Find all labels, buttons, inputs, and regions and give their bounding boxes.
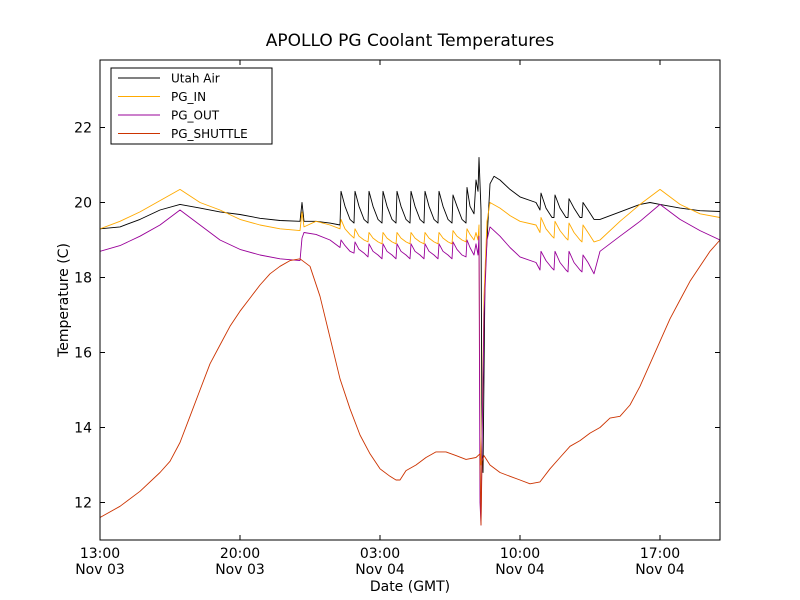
x-tick-sublabel: Nov 03	[215, 562, 265, 578]
legend-label: PG_OUT	[171, 109, 220, 123]
y-tick-label: 20	[74, 196, 92, 212]
y-axis: 12 14 16 18 20 22	[74, 121, 720, 512]
x-tick-label: 20:00	[220, 546, 260, 562]
x-tick-sublabel: Nov 04	[355, 562, 405, 578]
plot-frame	[99, 59, 721, 541]
y-tick-label: 22	[74, 121, 92, 137]
y-tick-label: 18	[74, 271, 92, 287]
legend: Utah Air PG_IN PG_OUT PG_SHUTTLE	[110, 67, 273, 145]
chart-title: APOLLO PG Coolant Temperatures	[266, 31, 555, 51]
x-tick-label: 10:00	[500, 546, 540, 562]
series-line-pg-out	[100, 203, 720, 526]
x-tick-label: 17:00	[640, 546, 680, 562]
y-tick-label: 12	[74, 496, 92, 512]
y-tick-label: 14	[74, 421, 92, 437]
series-line-pg-shuttle	[100, 239, 720, 526]
x-tick-sublabel: Nov 03	[75, 562, 125, 578]
x-tick-label: 13:00	[80, 546, 120, 562]
y-axis-label: Temperature (C)	[56, 243, 72, 358]
series-line-utah-air	[100, 157, 720, 473]
x-tick-sublabel: Nov 04	[495, 562, 545, 578]
legend-box	[110, 67, 273, 145]
x-axis-label: Date (GMT)	[370, 579, 450, 595]
legend-label: Utah Air	[171, 72, 220, 86]
series-lines-layer	[100, 157, 720, 526]
series-line-pg-in	[100, 188, 720, 466]
x-tick-label: 03:00	[360, 546, 400, 562]
y-tick-label: 16	[74, 346, 92, 362]
x-tick-sublabel: Nov 04	[635, 562, 685, 578]
legend-label: PG_SHUTTLE	[171, 127, 248, 141]
legend-label: PG_IN	[171, 90, 206, 104]
